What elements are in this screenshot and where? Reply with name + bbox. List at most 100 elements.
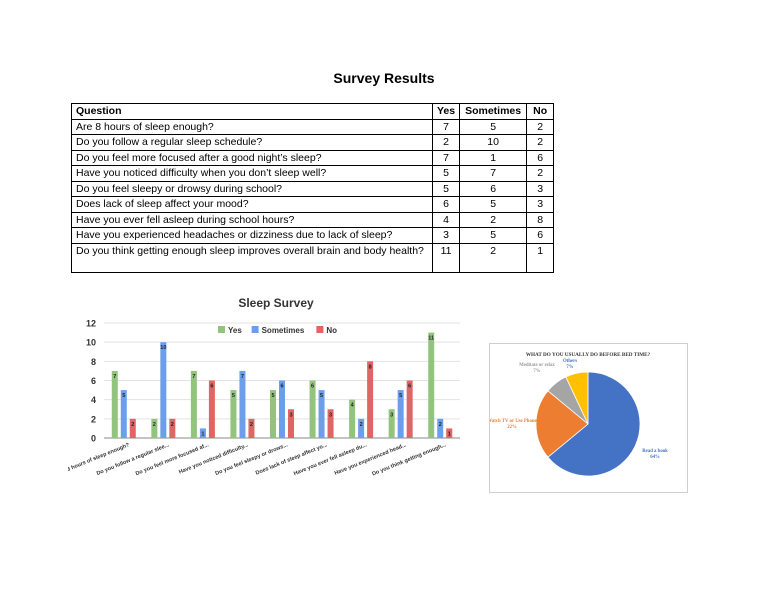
bar-value-label: 2	[153, 422, 156, 428]
bar-yes	[230, 390, 237, 438]
bar-sometimes	[397, 390, 404, 438]
bar-sometimes	[279, 380, 285, 438]
x-tick-label: Do you feel sleepy or drows...	[215, 442, 290, 477]
legend-swatch-sometimes	[251, 326, 259, 333]
header-no: No	[526, 103, 555, 120]
no-cell: 2	[526, 134, 555, 151]
no-cell: 3	[526, 196, 555, 213]
question-cell: Have you noticed difficulty when you don…	[71, 165, 433, 182]
bar-sometimes	[318, 390, 325, 438]
bar-sometimes	[358, 418, 365, 438]
bar-value-label: 6	[311, 384, 314, 390]
pie-slice-name: Meditate or relax	[519, 363, 555, 368]
x-tick-label: Do you follow a regular slee...	[96, 442, 171, 477]
header-question: Question	[71, 103, 433, 120]
table-row: Do you think getting enough sleep improv…	[71, 242, 555, 273]
pie-slice-percent: 64%	[650, 455, 660, 460]
table-row: Have you experienced headaches or dizzin…	[71, 227, 555, 244]
bar-value-label: 8	[369, 364, 372, 370]
sometimes-cell: 10	[459, 134, 528, 151]
bar-value-label: 5	[399, 393, 402, 399]
yes-cell: 7	[431, 149, 461, 166]
question-cell: Do you think getting enough sleep improv…	[71, 242, 433, 273]
bar-value-label: 5	[122, 393, 125, 399]
y-tick-label: 6	[91, 376, 96, 386]
question-cell: Are 8 hours of sleep enough?	[71, 118, 433, 135]
yes-cell: 5	[431, 165, 461, 182]
question-cell: Do you feel more focused after a good ni…	[71, 149, 433, 166]
yes-cell: 4	[431, 211, 461, 228]
pie-slice-name: Watch TV or Use Phone	[490, 419, 537, 424]
legend-label-yes: Yes	[228, 326, 242, 335]
bar-value-label: 2	[360, 422, 363, 428]
x-tick-label: Do you think getting enough...	[371, 442, 447, 477]
bar-yes	[309, 380, 316, 438]
bar-no	[327, 409, 334, 438]
bar-value-label: 5	[232, 393, 235, 399]
bar-yes	[111, 370, 118, 438]
bar-value-label: 2	[171, 422, 174, 428]
bar-no	[169, 418, 176, 438]
y-tick-label: 12	[86, 319, 96, 329]
y-tick-label: 8	[91, 357, 96, 367]
sometimes-cell: 5	[459, 227, 528, 244]
bar-yes	[190, 370, 197, 438]
pie-slice	[565, 371, 589, 425]
yes-cell: 6	[431, 196, 461, 213]
sometimes-cell: 6	[459, 180, 528, 197]
bar-sometimes	[199, 428, 206, 438]
bar-no	[406, 380, 413, 438]
bar-no	[446, 428, 453, 438]
bar-value-label: 2	[250, 422, 253, 428]
pie-slice-percent: 22%	[507, 425, 517, 430]
question-cell: Do you feel sleepy or drowsy during scho…	[71, 180, 433, 197]
bar-no	[288, 409, 294, 438]
question-cell: Have you ever fell asleep during school …	[71, 211, 433, 228]
pie-title: WHAT DO YOU USUALLY DO BEFORE BED TIME?	[526, 352, 651, 358]
table-row: Have you noticed difficulty when you don…	[71, 165, 555, 182]
bar-value-label: 6	[210, 384, 213, 390]
y-tick-label: 10	[86, 338, 96, 348]
bar-value-label: 11	[428, 336, 434, 342]
sometimes-cell: 5	[459, 196, 528, 213]
yes-cell: 11	[431, 242, 461, 273]
sometimes-cell: 2	[459, 242, 528, 273]
pie-slice-label: Meditate or relax 7%	[519, 363, 555, 374]
y-tick-label: 0	[91, 434, 96, 444]
yes-cell: 7	[431, 118, 461, 135]
bar-yes	[428, 332, 435, 438]
no-cell: 1	[526, 242, 555, 273]
yes-cell: 5	[431, 180, 461, 197]
bar-value-label: 2	[439, 422, 442, 428]
bar-yes	[388, 409, 395, 438]
no-cell: 8	[526, 211, 555, 228]
no-cell: 2	[526, 165, 555, 182]
pie-slice-name: Read a book	[642, 449, 668, 454]
question-cell: Does lack of sleep affect your mood?	[71, 196, 433, 213]
table-header-row: Question Yes Sometimes No	[71, 103, 555, 120]
pie-slice-percent: 7%	[533, 369, 540, 374]
no-cell: 3	[526, 180, 555, 197]
pie-slice	[535, 390, 589, 458]
bar-value-label: 6	[280, 384, 283, 390]
bedtime-pie-chart-panel: WHAT DO YOU USUALLY DO BEFORE BED TIME? R…	[489, 343, 688, 493]
x-tick-label: Have you ever fell asleep du...	[293, 442, 368, 477]
bar-value-label: 6	[408, 384, 411, 390]
bar-value-label: 7	[113, 374, 116, 380]
bar-value-label: 10	[160, 345, 166, 351]
question-cell: Do you follow a regular sleep schedule?	[71, 134, 433, 151]
bar-no	[248, 418, 255, 438]
x-tick-label: Do you feel more focused af...	[135, 442, 210, 477]
pie-slice-label: Read a book 64%	[642, 449, 668, 460]
bedtime-pie-chart: WHAT DO YOU USUALLY DO BEFORE BED TIME? R…	[490, 352, 668, 477]
bar-no	[367, 361, 374, 438]
bar-value-label: 3	[329, 412, 332, 418]
table-row: Does lack of sleep affect your mood? 6 5…	[71, 196, 555, 213]
y-tick-label: 2	[91, 414, 96, 424]
question-cell: Have you experienced headaches or dizzin…	[71, 227, 433, 244]
bar-value-label: 2	[131, 422, 134, 428]
bar-sometimes	[120, 390, 127, 438]
header-yes: Yes	[431, 103, 461, 120]
pie-slice	[547, 371, 641, 477]
pie-slice-label: Others 7%	[563, 359, 577, 370]
